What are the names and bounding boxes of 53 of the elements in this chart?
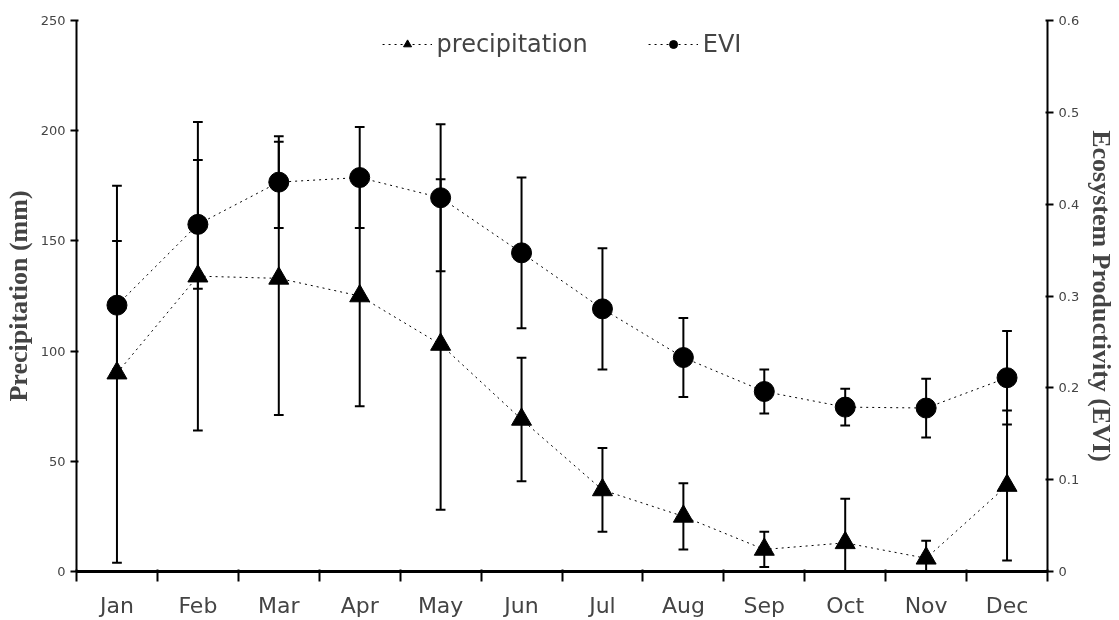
y2-axis-title: Ecosystem Productivity (EVI) [1087,130,1117,462]
x-tick-label: Aug [661,592,705,618]
x-tick-label: Apr [340,592,380,618]
y-tick-label: 50 [48,453,66,469]
y-tick-label: 250 [40,13,66,28]
point [996,367,1018,389]
x-tick-label: Sep [743,592,786,618]
x-tick-label: Jul [587,592,616,618]
x-tick-label: Jan [98,592,134,618]
point [834,530,856,550]
x-tick-label: Nov [904,592,948,618]
point [753,381,775,402]
point [106,361,128,380]
x-tick-label: Mar [258,592,301,618]
point [996,473,1018,492]
point [672,504,694,523]
point [187,264,209,283]
point [268,266,290,285]
point [915,546,937,565]
point [834,396,856,418]
point [591,477,613,497]
y2-tick-label: 0.3 [1058,288,1080,304]
y2-tick-label: 0.4 [1058,196,1080,212]
y2-tick-label: 0 [1058,564,1067,579]
x-tick-label: Feb [178,592,218,618]
y2-tick-label: 0.2 [1058,380,1080,396]
y2-tick-label: 0.5 [1058,104,1080,120]
legend-label: precipitation [436,30,588,58]
point [753,537,775,556]
x-tick-label: Jun [502,592,539,618]
y2-tick-label: 0.6 [1058,13,1080,28]
point [106,294,128,316]
y2-tick-label: 0.1 [1058,472,1080,488]
point [511,242,533,264]
y-axis-title: Precipitation (mm) [3,190,33,402]
x-tick-label: May [417,592,464,618]
point [349,167,371,189]
x-tick-label: Dec [985,592,1029,618]
point [672,347,694,369]
point [430,332,452,351]
point [349,283,371,303]
legend-label: EVI [702,30,742,58]
point [511,407,533,426]
point [187,213,209,235]
point [430,187,452,209]
point [915,397,937,419]
y-tick-label: 200 [40,123,66,139]
point [268,171,290,193]
point [591,298,613,320]
x-tick-label: Oct [826,592,865,618]
y-tick-label: 150 [40,233,66,249]
y-tick-label: 0 [57,564,66,579]
y-tick-label: 100 [40,343,66,359]
